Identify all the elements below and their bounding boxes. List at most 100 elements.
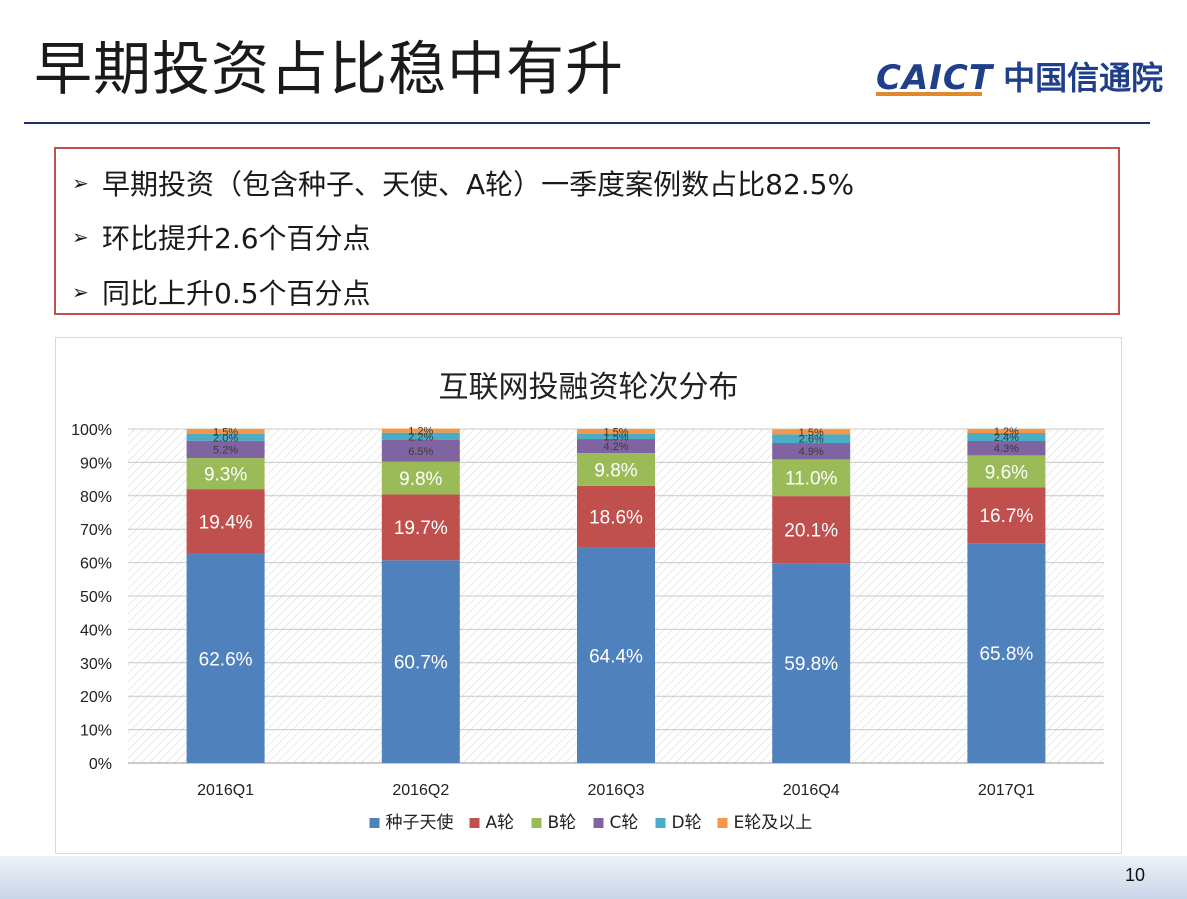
bar-segment bbox=[967, 441, 1046, 456]
data-label: 2.6% bbox=[799, 434, 824, 446]
x-tick-label: 2016Q2 bbox=[392, 782, 449, 799]
y-tick-label: 30% bbox=[80, 656, 112, 673]
bar-segment bbox=[967, 433, 1046, 442]
data-label: 2.4% bbox=[994, 432, 1019, 444]
data-label: 5.2% bbox=[213, 444, 238, 456]
bar-segment bbox=[577, 547, 655, 763]
bar-segment bbox=[772, 429, 851, 435]
bar-segment bbox=[381, 432, 460, 441]
y-tick-label: 20% bbox=[80, 689, 112, 706]
data-label: 1.2% bbox=[408, 426, 433, 438]
y-tick-label: 10% bbox=[80, 723, 112, 740]
key-points-box: ➢ 早期投资（包含种子、天使、A轮）一季度案例数占比82.5% ➢ 环比提升2.… bbox=[54, 147, 1120, 315]
caict-logo: CAICT 中国信通院 bbox=[876, 52, 1163, 98]
data-label: 60.7% bbox=[394, 652, 448, 673]
bar-segment bbox=[186, 458, 265, 490]
logo-org-name: 中国信通院 bbox=[1003, 59, 1164, 97]
bullet-item: ➢ 同比上升0.5个百分点 bbox=[72, 272, 371, 312]
bullet-text: 环比提升2.6个百分点 bbox=[102, 222, 371, 255]
bullet-text: 早期投资（包含种子、天使、A轮）一季度案例数占比82.5% bbox=[102, 168, 855, 201]
bar-segment bbox=[381, 494, 460, 561]
y-tick-label: 60% bbox=[80, 556, 112, 573]
y-tick-label: 100% bbox=[71, 422, 112, 439]
legend-swatch bbox=[655, 818, 666, 828]
bullet-text: 同比上升0.5个百分点 bbox=[102, 277, 371, 310]
bar-segment bbox=[577, 485, 655, 548]
bullet-arrow-icon: ➢ bbox=[72, 280, 89, 304]
x-tick-label: 2017Q1 bbox=[978, 782, 1035, 799]
legend-swatch bbox=[469, 818, 480, 828]
bar-segment bbox=[577, 439, 655, 454]
y-tick-label: 40% bbox=[80, 622, 112, 639]
bar-segment bbox=[772, 496, 851, 564]
y-tick-label: 80% bbox=[80, 489, 112, 506]
bar-segment bbox=[772, 443, 851, 460]
chart-frame: 互联网投融资轮次分布 0% 10% 20% 30% 40% 50% 60% 70% 80% 90%… bbox=[55, 337, 1122, 854]
data-label: 20.1% bbox=[784, 521, 838, 542]
legend-swatch bbox=[531, 818, 542, 828]
bar-segment bbox=[772, 563, 851, 763]
x-tick-label: 2016Q3 bbox=[588, 782, 645, 799]
data-label: 9.8% bbox=[594, 460, 637, 481]
legend-label: D轮 bbox=[672, 813, 702, 833]
data-label: 11.0% bbox=[785, 469, 838, 490]
data-label: 65.8% bbox=[979, 644, 1033, 665]
bullet-item: ➢ 早期投资（包含种子、天使、A轮）一季度案例数占比82.5% bbox=[72, 163, 854, 203]
footer-band bbox=[0, 856, 1187, 899]
bar-segment bbox=[381, 428, 460, 433]
data-label: 6.5% bbox=[408, 446, 433, 458]
data-label: 2.0% bbox=[213, 432, 238, 444]
bar-segment bbox=[967, 429, 1046, 434]
bar-segment bbox=[967, 543, 1046, 763]
bar-segment bbox=[967, 455, 1046, 488]
bar-segment bbox=[577, 453, 655, 486]
title-divider bbox=[24, 122, 1150, 124]
bar-segment bbox=[772, 434, 851, 444]
legend-label: A轮 bbox=[486, 813, 515, 833]
data-label: 2.2% bbox=[408, 431, 433, 443]
bar-segment bbox=[381, 461, 460, 495]
y-tick-label: 0% bbox=[89, 756, 112, 773]
bar-segment bbox=[577, 429, 655, 435]
bar-segment bbox=[186, 553, 265, 763]
data-label: 1.5% bbox=[799, 427, 824, 439]
data-label: 64.4% bbox=[589, 646, 643, 667]
bar-segment bbox=[772, 459, 851, 497]
data-label: 19.7% bbox=[394, 518, 448, 539]
legend-swatch bbox=[369, 818, 380, 828]
data-label: 4.9% bbox=[799, 446, 824, 458]
bar-segment bbox=[186, 440, 265, 459]
bar-segment bbox=[381, 440, 460, 462]
data-label: 9.3% bbox=[204, 464, 247, 485]
stacked-bar-chart: 0% 10% 20% 30% 40% 50% 60% 70% 80% 90% 100% 62.6% 19… bbox=[71, 422, 1104, 833]
page-number: 10 bbox=[1124, 865, 1145, 885]
data-label: 19.4% bbox=[199, 512, 253, 533]
data-label: 59.8% bbox=[784, 654, 838, 675]
data-label: 4.2% bbox=[603, 441, 628, 453]
bullet-item: ➢ 环比提升2.6个百分点 bbox=[72, 217, 371, 257]
bullet-arrow-icon: ➢ bbox=[72, 171, 89, 195]
bar-segment bbox=[967, 487, 1046, 544]
bar-segment bbox=[381, 560, 460, 763]
bullet-arrow-icon: ➢ bbox=[72, 225, 89, 249]
data-label: 1.5% bbox=[603, 426, 628, 438]
data-label: 9.8% bbox=[399, 469, 442, 490]
data-label: 62.6% bbox=[199, 649, 253, 670]
y-tick-label: 50% bbox=[80, 589, 112, 606]
bar-segment bbox=[186, 489, 265, 554]
slide-title: 早期投资占比稳中有升 bbox=[34, 35, 625, 103]
legend-swatch bbox=[593, 818, 604, 828]
chart-title: 互联网投融资轮次分布 bbox=[438, 370, 739, 405]
bar-segment bbox=[186, 429, 265, 435]
legend-label: C轮 bbox=[610, 813, 639, 833]
bar-segment bbox=[577, 434, 655, 440]
legend-label: B轮 bbox=[548, 813, 577, 833]
data-label: 18.6% bbox=[589, 508, 643, 529]
x-tick-label: 2016Q1 bbox=[197, 782, 254, 799]
legend-label: 种子天使 bbox=[386, 812, 454, 833]
logo-caict-text: CAICT bbox=[876, 58, 994, 98]
y-tick-label: 90% bbox=[80, 455, 112, 472]
x-tick-label: 2016Q4 bbox=[783, 782, 840, 799]
data-label: 16.7% bbox=[979, 506, 1033, 527]
legend-swatch bbox=[717, 818, 728, 828]
